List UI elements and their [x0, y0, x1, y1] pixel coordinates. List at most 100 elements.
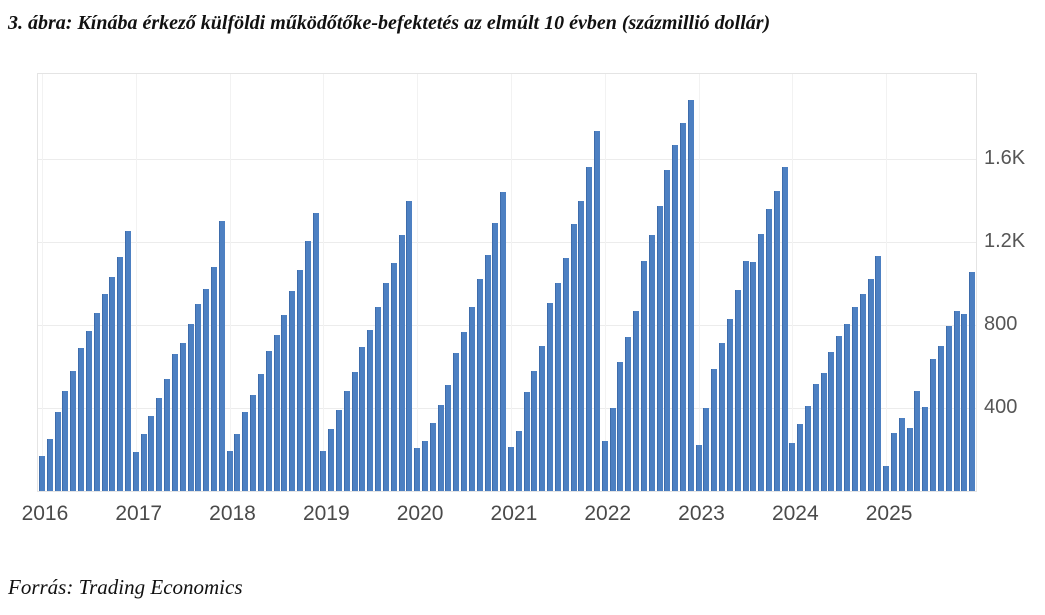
bar-2022-m3: [617, 362, 624, 491]
bar-2024-m1: [789, 443, 796, 491]
bar-2023-m2: [703, 408, 710, 491]
bar-2021-m7: [554, 282, 561, 491]
bar-2020-m10: [484, 254, 491, 491]
bar-2019-m2: [328, 428, 335, 491]
bar-2022-m6: [640, 260, 647, 491]
year-gridline: [886, 74, 888, 491]
bar-2018-m11: [304, 241, 311, 491]
bar-2025-m1: [883, 466, 890, 491]
bar-2016-m4: [62, 391, 69, 491]
year-gridline: [604, 74, 606, 491]
bar-2025-m12: [969, 272, 976, 491]
bar-2016-m10: [109, 277, 116, 491]
bar-2021-m9: [570, 224, 577, 491]
bar-2023-m12: [781, 167, 788, 491]
bar-2016-m12: [124, 230, 131, 491]
bar-2023-m3: [711, 368, 718, 491]
bar-2018-m3: [242, 412, 249, 491]
bar-2023-m4: [719, 342, 726, 491]
bar-2025-m3: [898, 418, 905, 491]
x-axis-year-label: 2016: [21, 502, 69, 525]
bar-2021-m2: [515, 430, 522, 491]
bar-2017-m7: [179, 342, 186, 491]
bar-2025-m8: [937, 345, 944, 491]
bar-2022-m9: [664, 170, 671, 491]
x-axis-year-label: 2018: [209, 502, 256, 525]
bar-2022-m8: [656, 205, 663, 491]
bar-2020-m4: [437, 404, 444, 491]
bar-2019-m9: [382, 282, 389, 491]
bar-2019-m7: [367, 330, 374, 491]
bar-2016-m7: [85, 331, 92, 491]
bar-2022-m5: [633, 310, 640, 491]
year-gridline: [41, 74, 43, 491]
gridline-1.6K: [38, 159, 976, 161]
y-axis-tick-label: 1.2K: [984, 230, 1026, 253]
year-gridline: [417, 74, 419, 491]
bar-2023-m8: [750, 261, 757, 491]
bar-2018-m10: [296, 270, 303, 491]
x-axis-year-label: 2020: [396, 502, 444, 525]
bar-2021-m4: [531, 370, 538, 491]
bar-2017-m3: [148, 416, 155, 491]
bar-2024-m5: [820, 372, 827, 491]
bar-2016-m5: [70, 370, 77, 491]
bar-2022-m4: [625, 337, 632, 491]
bar-2017-m11: [210, 266, 217, 491]
bar-2017-m5: [164, 378, 171, 491]
bar-2018-m6: [265, 350, 272, 491]
fdi-bar-chart: 1.6K 1.2K 800 400 2016 2017 2018 2019 2020 2021 2…: [0, 60, 1045, 530]
bar-2020-m6: [453, 353, 460, 491]
bar-2017-m1: [132, 451, 139, 491]
bar-2022-m1: [601, 441, 608, 491]
bar-2020-m12: [500, 192, 507, 491]
bar-2023-m7: [742, 260, 749, 491]
bar-2020-m3: [429, 422, 436, 491]
year-gridline: [229, 74, 231, 491]
bar-2016-m2: [46, 439, 53, 491]
bar-2019-m3: [336, 410, 343, 491]
bar-2019-m12: [406, 200, 413, 491]
bar-2024-m8: [844, 324, 851, 491]
bar-2025-m2: [891, 432, 898, 491]
source-note: Forrás: Trading Economics: [8, 575, 243, 599]
x-axis-year-label: 2017: [115, 502, 163, 525]
bar-2021-m5: [539, 345, 546, 491]
year-gridline: [510, 74, 512, 491]
bar-2020-m11: [492, 223, 499, 491]
bar-2020-m9: [476, 279, 483, 491]
bar-2019-m5: [351, 371, 358, 491]
bar-2025-m6: [922, 406, 929, 491]
year-gridline: [323, 74, 325, 491]
bar-2023-m10: [765, 208, 772, 491]
year-gridline: [135, 74, 137, 491]
bar-2021-m10: [578, 200, 585, 491]
bar-2024-m12: [875, 255, 882, 491]
x-axis-year-label: 2022: [584, 502, 632, 525]
bar-2020-m5: [445, 385, 452, 491]
bar-2016-m1: [39, 455, 45, 491]
bar-2025-m7: [930, 359, 937, 491]
bar-2025-m10: [953, 310, 960, 491]
bar-2025-m11: [961, 313, 968, 491]
y-axis-tick-label: 400: [984, 396, 1018, 418]
x-axis-year-label: 2019: [302, 502, 350, 525]
bar-2022-m7: [648, 234, 655, 491]
bar-2023-m5: [726, 318, 733, 491]
bar-2017-m12: [218, 221, 225, 491]
bar-2025-m5: [914, 391, 921, 491]
bar-2019-m6: [359, 346, 366, 491]
bar-2017-m9: [195, 304, 202, 491]
bar-2023-m6: [734, 289, 741, 491]
bar-2024-m10: [859, 293, 866, 491]
bar-2021-m8: [562, 257, 569, 491]
bar-2017-m10: [203, 288, 210, 491]
bar-2024-m4: [812, 384, 819, 491]
y-axis-tick-label: 1.6K: [984, 147, 1026, 170]
bar-2024-m11: [867, 279, 874, 491]
year-gridline: [698, 74, 700, 491]
bar-2018-m2: [234, 433, 241, 491]
bar-2017-m6: [171, 354, 178, 491]
x-axis-year-label: 2025: [865, 502, 913, 525]
